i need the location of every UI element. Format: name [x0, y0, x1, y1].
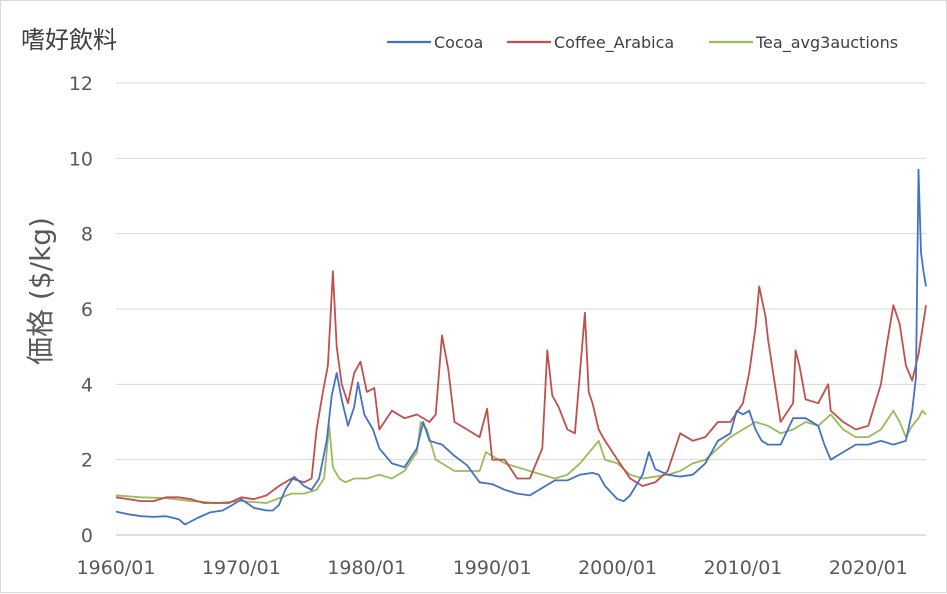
x-tick-label: 1980/01: [327, 557, 406, 579]
chart-title: 嗜好飲料: [21, 26, 117, 54]
series-line-coffee-arabica: [115, 270, 927, 504]
legend-item-tea[interactable]: Tea_avg3auctions: [709, 33, 898, 53]
y-tick-label: 12: [69, 73, 93, 95]
x-tick-label: 1970/01: [202, 557, 281, 579]
y-tick-labels: 0 2 4 6 8 10 12: [69, 73, 93, 547]
legend-item-cocoa[interactable]: Cocoa: [387, 33, 483, 52]
y-tick-label: 0: [81, 525, 93, 547]
y-tick-label: 10: [69, 148, 93, 170]
series-line-cocoa: [115, 168, 927, 526]
x-tick-label: 2020/01: [829, 557, 908, 579]
x-tick-label: 2010/01: [703, 557, 782, 579]
legend-label-cocoa: Cocoa: [434, 33, 483, 52]
y-tick-label: 8: [81, 224, 93, 246]
x-tick-label: 2000/01: [578, 557, 657, 579]
legend-label-coffee-arabica: Coffee_Arabica: [554, 33, 674, 53]
legend-label-tea: Tea_avg3auctions: [755, 33, 898, 53]
legend: Cocoa Coffee_Arabica Tea_avg3auctions: [387, 33, 898, 53]
x-tick-label: 1960/01: [77, 557, 156, 579]
y-tick-label: 6: [81, 299, 93, 321]
x-tick-labels: 1960/01 1970/01 1980/01 1990/01 2000/01 2010/…: [77, 557, 908, 579]
y-tick-label: 2: [81, 450, 93, 472]
series-line-tea-avg3auctions: [115, 409, 927, 504]
y-tick-label: 4: [81, 374, 93, 396]
legend-item-coffee-arabica[interactable]: Coffee_Arabica: [507, 33, 674, 53]
gridlines: [116, 82, 926, 461]
x-tick-label: 1990/01: [453, 557, 532, 579]
y-axis-label: 価格 ($/kg): [24, 217, 57, 365]
series-lines: [115, 168, 927, 526]
